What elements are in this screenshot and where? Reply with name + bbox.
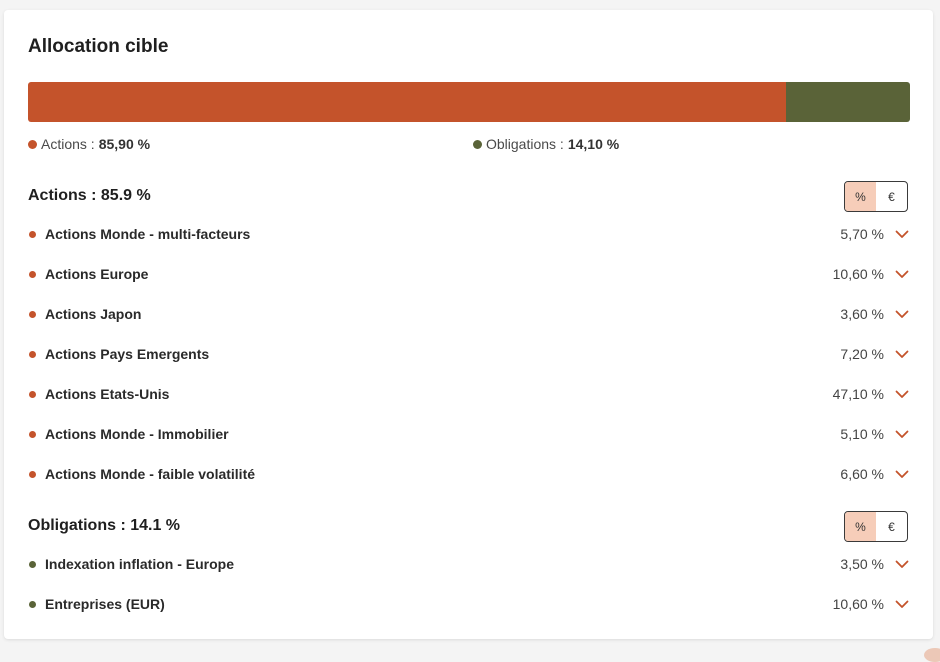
toggle-percent-button[interactable]: % (845, 512, 876, 541)
allocation-bar-actions (28, 82, 786, 122)
list-item[interactable]: Actions Pays Emergents 7,20 % (28, 342, 910, 366)
chevron-down-icon[interactable] (894, 556, 910, 572)
list-item[interactable]: Actions Japon 3,60 % (28, 302, 910, 326)
legend-obligations-label: Obligations : (486, 136, 564, 152)
list-item-value: 5,70 % (840, 226, 884, 242)
list-item-label: Actions Etats-Unis (45, 386, 170, 402)
list-item-label: Actions Pays Emergents (45, 346, 210, 362)
list-item[interactable]: Indexation inflation - Europe 3,50 % (28, 552, 910, 576)
list-item-label: Actions Japon (45, 306, 142, 322)
unit-toggle-obligations[interactable]: % € (844, 511, 908, 542)
bullet-dot-icon (29, 560, 36, 568)
bullet-dot-icon (29, 310, 36, 318)
bullet-dot-icon (29, 390, 36, 398)
legend-obligations-value: 14,10 % (567, 136, 620, 152)
legend-actions: Actions : 85,90 % (28, 136, 150, 152)
chevron-down-icon[interactable] (894, 386, 910, 402)
legend-dot-icon (473, 139, 482, 149)
bullet-dot-icon (29, 230, 36, 238)
allocation-bar (28, 82, 910, 122)
legend-actions-value: 85,90 % (98, 136, 151, 152)
list-item-value: 3,60 % (840, 306, 884, 322)
bullet-dot-icon (29, 350, 36, 358)
toggle-percent-button[interactable]: % (845, 182, 876, 211)
list-item-label: Actions Monde - Immobilier (45, 426, 229, 442)
chevron-down-icon[interactable] (894, 226, 910, 242)
list-item-label: Entreprises (EUR) (45, 596, 165, 612)
list-item[interactable]: Entreprises (EUR) 10,60 % (28, 592, 910, 616)
list-item-value: 6,60 % (840, 466, 884, 482)
list-item[interactable]: Actions Monde - multi-facteurs 5,70 % (28, 222, 910, 246)
chevron-down-icon[interactable] (894, 596, 910, 612)
chevron-down-icon[interactable] (894, 466, 910, 482)
chevron-down-icon[interactable] (894, 346, 910, 362)
list-item[interactable]: Actions Etats-Unis 47,10 % (28, 382, 910, 406)
toggle-euro-button[interactable]: € (888, 519, 895, 534)
allocation-bar-obligations (785, 82, 910, 122)
list-item-value: 47,10 % (832, 386, 884, 402)
chevron-down-icon[interactable] (894, 266, 910, 282)
section-title-actions: Actions : 85.9 % (28, 187, 151, 204)
list-item-value: 7,20 % (840, 346, 884, 362)
list-item-value: 10,60 % (832, 596, 884, 612)
bullet-dot-icon (29, 600, 36, 608)
list-item[interactable]: Actions Monde - Immobilier 5,10 % (28, 422, 910, 446)
list-item-value: 5,10 % (840, 426, 884, 442)
card-title: Allocation cible (28, 36, 169, 57)
section-title-obligations: Obligations : 14.1 % (28, 517, 181, 534)
list-item-label: Actions Monde - faible volatilité (45, 466, 256, 482)
legend-actions-label: Actions : (41, 136, 95, 152)
chevron-down-icon[interactable] (894, 306, 910, 322)
allocation-card: Allocation cible Actions : 85,90 % Oblig… (4, 10, 933, 639)
legend-obligations: Obligations : 14,10 % (473, 136, 619, 152)
bullet-dot-icon (29, 270, 36, 278)
legend-dot-icon (28, 139, 37, 149)
list-item-value: 10,60 % (832, 266, 884, 282)
bullet-dot-icon (29, 470, 36, 478)
list-item[interactable]: Actions Monde - faible volatilité 6,60 % (28, 462, 910, 486)
toggle-euro-button[interactable]: € (888, 189, 895, 204)
list-item-label: Indexation inflation - Europe (45, 556, 234, 572)
list-item[interactable]: Actions Europe 10,60 % (28, 262, 910, 286)
floating-corner-badge (924, 648, 940, 662)
unit-toggle-actions[interactable]: % € (844, 181, 908, 212)
bullet-dot-icon (29, 430, 36, 438)
chevron-down-icon[interactable] (894, 426, 910, 442)
list-item-value: 3,50 % (840, 556, 884, 572)
list-item-label: Actions Monde - multi-facteurs (45, 226, 251, 242)
list-item-label: Actions Europe (45, 266, 149, 282)
